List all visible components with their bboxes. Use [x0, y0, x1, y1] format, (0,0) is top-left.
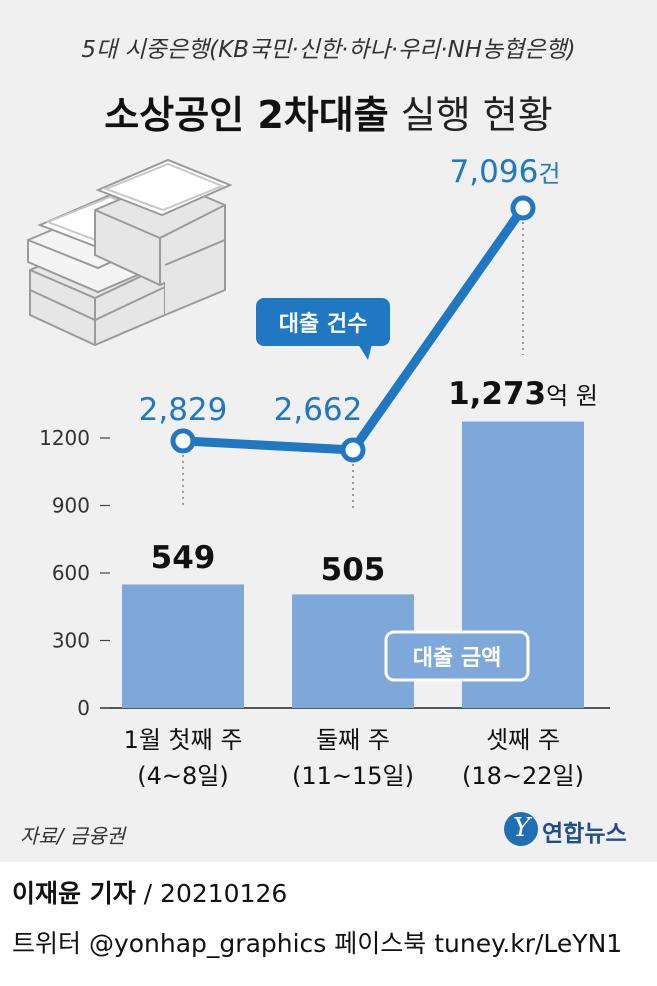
x-category-label: 1월 첫째 주 [124, 726, 243, 754]
title-light: 실행 현황 [400, 93, 553, 137]
data-labels: 549 505 1,273억 원 1월 첫째 주 (4~8일) 둘째 주 (11~15일) 셋… [124, 154, 598, 790]
bar-value-label: 505 [321, 552, 386, 588]
line-value-label: 2,829 [139, 392, 228, 428]
y-tick-label: 0 [77, 696, 90, 720]
y-tick-label: 300 [52, 629, 90, 653]
line-point-1 [170, 428, 196, 454]
y-tick-label: 1200 [39, 426, 90, 450]
x-category-label: 둘째 주 [316, 726, 390, 754]
publish-date: / 20210126 [135, 879, 288, 908]
count-callout-label: 대출 건수 [279, 312, 368, 337]
source-note: 자료/ 금융권 [20, 824, 126, 848]
line-series [170, 195, 536, 508]
amount-callout-label: 대출 금액 [413, 646, 502, 671]
money-stack-icon [27, 158, 233, 347]
y-tick-label: 900 [52, 494, 90, 518]
chart: 0 300 600 900 1200 549 505 1,273억 원 1월 첫째 주 (4~8… [27, 154, 610, 790]
amount-callout-box [384, 630, 530, 682]
logo-mark: Y [504, 812, 538, 846]
x-category-sublabel: (4~8일) [137, 762, 228, 790]
count-callout-box [256, 298, 390, 346]
line-point-3 [510, 195, 536, 221]
reporter-name: 이재윤 기자 [12, 879, 136, 908]
line-value-label: 7,096건 [450, 154, 561, 190]
count-callout-pointer [358, 344, 372, 360]
x-category-sublabel: (11~15일) [292, 762, 414, 790]
x-category-sublabel: (18~22일) [462, 762, 584, 790]
byline: 이재윤 기자 / 20210126 [12, 874, 287, 910]
title-bold: 소상공인 2차대출 [104, 93, 389, 137]
social-links: 트위터 @yonhap_graphics 페이스북 tuney.kr/LeYN1 [12, 929, 623, 958]
page-title: 소상공인 2차대출 실행 현황 [0, 84, 657, 139]
line-value-label: 2,662 [274, 392, 363, 428]
bar-value-label: 549 [151, 540, 216, 576]
kicker: 5대 시중은행(KB국민·신한·하나·우리·NH농협은행) [81, 37, 576, 63]
y-tick-label: 600 [52, 561, 90, 585]
x-category-label: 셋째 주 [486, 726, 560, 754]
logo-text: 연합뉴스 [542, 821, 627, 847]
bar-value-label: 1,273억 원 [448, 376, 598, 412]
line-point-2 [340, 437, 366, 463]
bar-1 [122, 584, 244, 708]
